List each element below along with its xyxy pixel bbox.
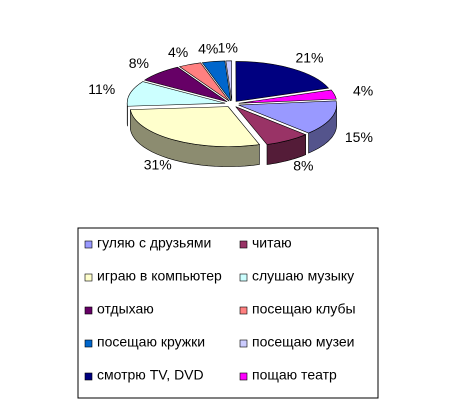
data-label: 8%	[293, 157, 313, 173]
slice	[225, 60, 233, 101]
slice	[235, 106, 307, 145]
data-label: 31%	[144, 157, 172, 173]
slice	[238, 89, 337, 104]
legend-label: посещаю клубы	[252, 301, 356, 317]
legend-swatch	[84, 240, 93, 249]
slice	[178, 62, 230, 102]
slice	[126, 81, 226, 107]
legend-swatch	[239, 306, 248, 315]
legend-swatch	[84, 273, 93, 282]
legend-label: читаю	[252, 235, 292, 251]
data-label: 8%	[129, 55, 149, 71]
legend-label: посещаю кружки	[97, 334, 205, 350]
pie	[126, 60, 337, 167]
slice	[143, 66, 228, 103]
data-label: 21%	[295, 50, 323, 66]
legend-swatch	[84, 306, 93, 315]
data-label: 4%	[168, 44, 188, 60]
data-label: 1%	[218, 40, 238, 56]
legend-label: смотрю TV, DVD	[97, 367, 204, 383]
legend-swatch	[239, 372, 248, 381]
legend-label: посещаю музеи	[252, 334, 355, 350]
legend-swatch	[239, 339, 248, 348]
data-label: 15%	[345, 129, 373, 145]
data-label: 11%	[88, 81, 115, 97]
data-label: 4%	[353, 83, 373, 99]
slice	[201, 60, 232, 102]
legend-swatch	[239, 240, 248, 249]
legend-label: пощаю театр	[252, 367, 337, 383]
legend-label: гуляю с друзьями	[97, 235, 211, 251]
legend-label: отдыхаю	[97, 301, 154, 317]
slice	[130, 106, 260, 147]
legend-box	[77, 227, 379, 399]
legend-swatch	[84, 372, 93, 381]
legend-label: слушаю музыку	[252, 268, 354, 284]
slice	[238, 100, 337, 134]
legend-swatch	[239, 273, 248, 282]
legend-swatch	[84, 339, 93, 348]
data-label: 4%	[198, 40, 218, 56]
slice	[235, 61, 330, 102]
legend-label: играю в компьютер	[97, 268, 222, 284]
